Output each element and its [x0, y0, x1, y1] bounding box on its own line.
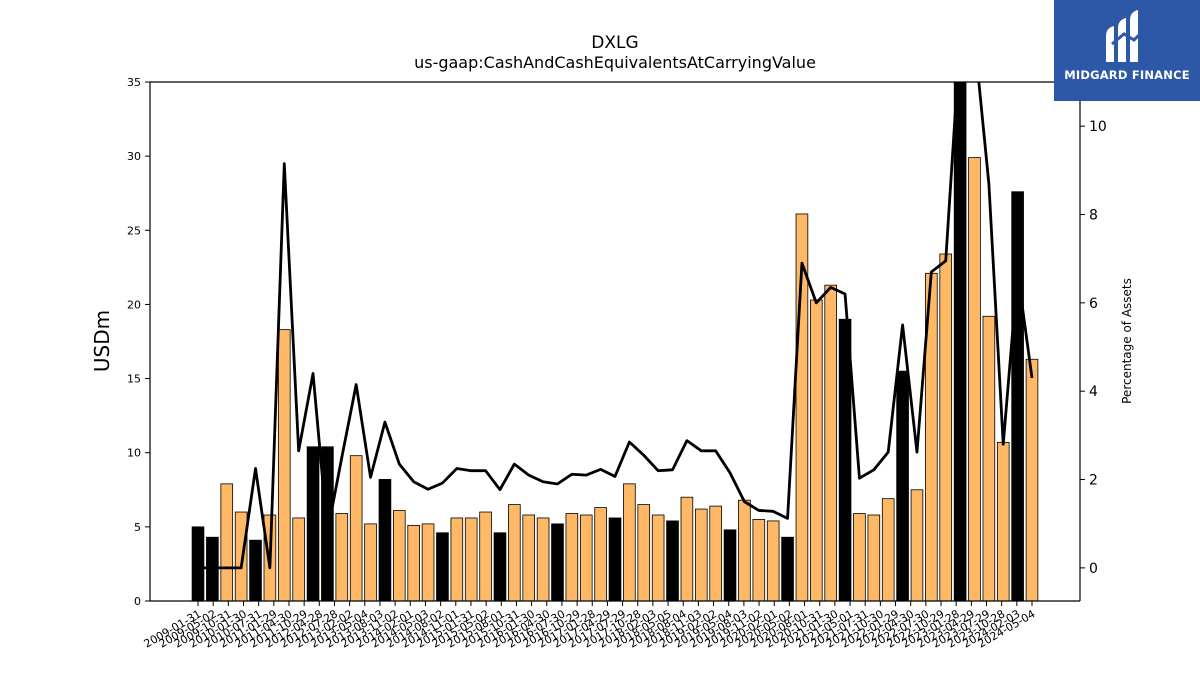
- y2-axis-label: Percentage of Assets: [1120, 278, 1134, 404]
- bar: [939, 253, 953, 602]
- bar: [378, 479, 392, 602]
- chart-title: DXLG: [591, 33, 638, 53]
- bar: [680, 496, 694, 602]
- bar: [565, 513, 579, 602]
- y2-tick-label: 6: [1089, 296, 1098, 312]
- logo-text: MIDGARD FINANCE: [1064, 68, 1190, 82]
- bar: [579, 514, 593, 602]
- bar: [953, 81, 967, 602]
- y2-tick-label: 4: [1089, 384, 1098, 400]
- bar: [651, 514, 665, 602]
- y2-tick-label: 0: [1089, 561, 1098, 577]
- bar: [1025, 358, 1039, 602]
- bar: [810, 299, 823, 602]
- bar: [349, 455, 363, 602]
- bar: [853, 513, 866, 602]
- y-tick-label: 30: [127, 150, 141, 163]
- bar: [551, 523, 564, 602]
- bar: [709, 505, 722, 602]
- bar: [522, 514, 536, 602]
- plot-area: 0510152025303502468102009-01-312009-05-0…: [127, 76, 1107, 651]
- bar: [292, 517, 305, 602]
- bar: [666, 520, 679, 602]
- y-tick-label: 20: [127, 298, 141, 311]
- bar: [982, 315, 996, 602]
- bar: [364, 523, 377, 602]
- bar: [910, 489, 924, 602]
- bar: [335, 513, 349, 602]
- bar: [766, 520, 780, 602]
- bar: [220, 483, 234, 602]
- bar: [479, 511, 492, 602]
- bar: [738, 499, 751, 602]
- bar: [536, 517, 550, 602]
- bar: [436, 532, 449, 602]
- bar: [249, 539, 262, 602]
- bar: [393, 510, 406, 602]
- bar: [824, 284, 837, 602]
- bar: [407, 524, 420, 602]
- bar: [781, 536, 794, 602]
- bar: [896, 370, 909, 602]
- bar: [968, 157, 981, 602]
- y-tick-label: 15: [127, 373, 141, 386]
- y-axis-label: USDm: [90, 310, 114, 372]
- bar: [450, 517, 464, 602]
- bar: [234, 511, 248, 602]
- y2-tick-label: 8: [1089, 208, 1098, 224]
- bar: [637, 504, 651, 602]
- y-tick-label: 0: [134, 595, 141, 608]
- bar: [623, 483, 636, 602]
- bar: [1011, 191, 1024, 602]
- y-tick-label: 10: [127, 447, 141, 460]
- bar: [191, 526, 205, 602]
- y2-tick-label: 10: [1089, 119, 1107, 135]
- y-tick-label: 5: [134, 521, 141, 534]
- bar: [867, 514, 881, 602]
- bar: [493, 532, 507, 602]
- percentage-line: [198, 82, 1034, 570]
- bar: [608, 517, 622, 602]
- bar: [464, 517, 478, 602]
- bar: [694, 508, 708, 602]
- bar: [421, 523, 435, 602]
- bar: [594, 507, 607, 602]
- bar: [306, 446, 320, 602]
- bar: [996, 441, 1010, 602]
- brand-logo: MIDGARD FINANCE: [1054, 0, 1200, 101]
- midgard-logo-icon: [1106, 10, 1148, 62]
- y-tick-label: 35: [127, 76, 141, 89]
- chart-subtitle: us-gaap:CashAndCashEquivalentsAtCarrying…: [414, 53, 816, 72]
- y2-tick-label: 2: [1089, 473, 1098, 489]
- bar: [881, 498, 895, 602]
- bar: [723, 529, 737, 602]
- bar: [508, 504, 521, 602]
- bar: [277, 329, 291, 602]
- y-tick-label: 25: [127, 224, 141, 237]
- bar: [752, 519, 766, 602]
